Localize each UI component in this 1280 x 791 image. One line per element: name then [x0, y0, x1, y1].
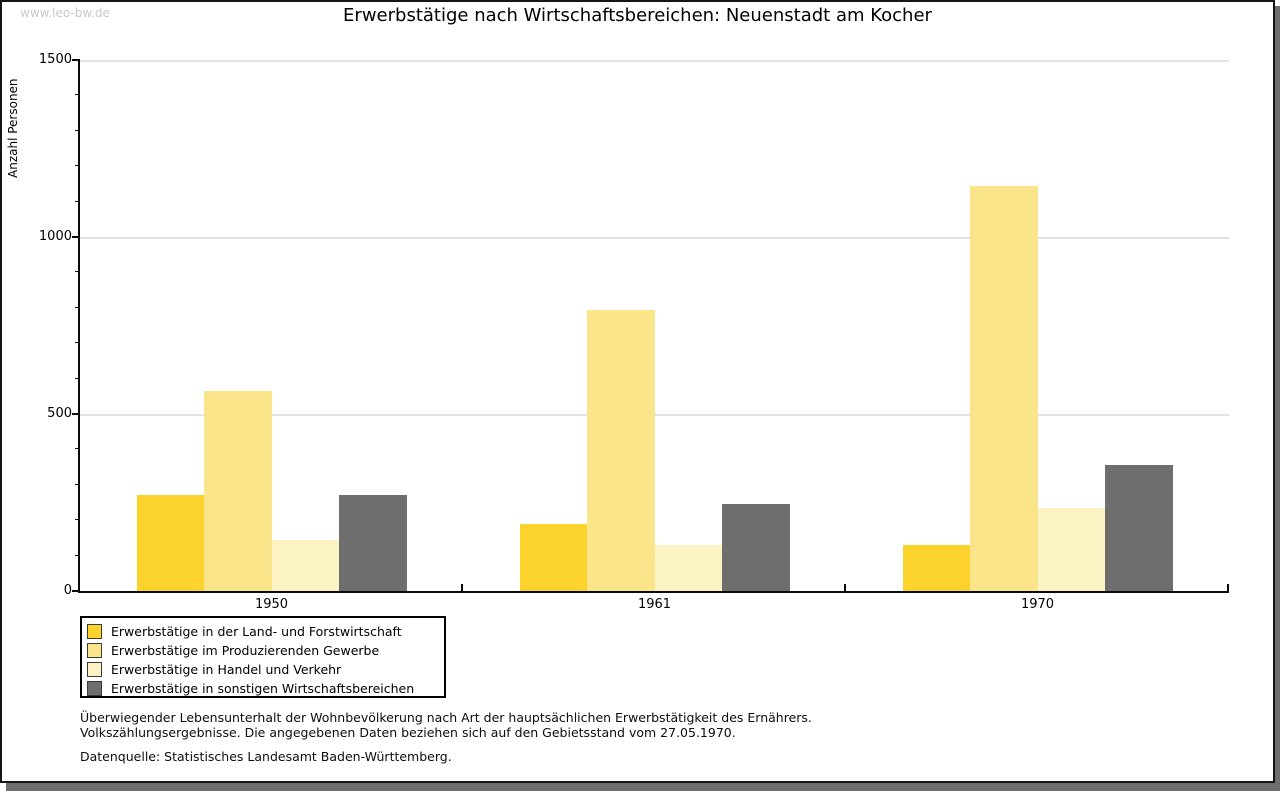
legend-swatch-4	[87, 681, 102, 696]
y-axis-title: Anzahl Personen	[6, 78, 20, 178]
y-minor-tick-400	[75, 448, 80, 450]
bar-1961-series-1	[519, 523, 587, 591]
y-minor-tick-100	[75, 554, 80, 556]
legend-label-3: Erwerbstätige in Handel und Verkehr	[111, 662, 342, 677]
legend-label-4: Erwerbstätige in sonstigen Wirtschaftsbe…	[111, 681, 415, 696]
y-minor-tick-1100	[75, 200, 80, 202]
footer-line-2: Volkszählungsergebnisse. Die angegebenen…	[80, 725, 736, 740]
frame-shadow-bottom	[6, 783, 1280, 791]
gridline-500	[80, 414, 1229, 416]
gridline-1500	[80, 60, 1229, 62]
y-minor-tick-1300	[75, 129, 80, 131]
bar-1970-series-3	[1037, 507, 1105, 591]
bar-1961-series-3	[654, 544, 722, 591]
legend-swatch-3	[87, 662, 102, 677]
legend-row-2: Erwerbstätige im Produzierenden Gewerbe	[87, 641, 444, 660]
bar-1950-series-3	[271, 539, 339, 591]
legend-row-1: Erwerbstätige in der Land- und Forstwirt…	[87, 622, 444, 641]
y-minor-tick-200	[75, 519, 80, 521]
bar-1970-series-2	[970, 185, 1038, 591]
bar-1950-series-2	[204, 391, 272, 591]
legend-swatch-2	[87, 643, 102, 658]
bar-1970-series-1	[902, 544, 970, 591]
bar-1961-series-4	[722, 504, 790, 591]
y-minor-tick-300	[75, 483, 80, 485]
x-tick-1970	[1227, 584, 1229, 591]
y-tick-label-1000: 1000	[38, 229, 72, 244]
plot-area: 0 500 1000 1500 1950 1961 1970	[39, 52, 1229, 612]
y-tick-label-0: 0	[63, 583, 72, 598]
legend-label-1: Erwerbstätige in der Land- und Forstwirt…	[111, 624, 402, 639]
watermark: www.leo-bw.de	[20, 6, 110, 20]
y-minor-tick-1200	[75, 165, 80, 167]
footer-source: Datenquelle: Statistisches Landesamt Bad…	[80, 749, 452, 764]
y-tick-label-500: 500	[47, 406, 72, 421]
y-tick-0	[72, 590, 80, 592]
y-minor-tick-700	[75, 342, 80, 344]
bar-1950-series-4	[339, 495, 407, 591]
x-tick-1950	[461, 584, 463, 591]
legend-swatch-1	[87, 624, 102, 639]
y-tick-1000	[72, 236, 80, 238]
legend-row-3: Erwerbstätige in Handel und Verkehr	[87, 660, 444, 679]
bar-1961-series-2	[587, 309, 655, 591]
y-tick-500	[72, 413, 80, 415]
frame-shadow-right	[1275, 6, 1280, 791]
chart-title: Erwerbstätige nach Wirtschaftsbereichen:…	[343, 5, 932, 26]
y-tick-label-1500: 1500	[38, 52, 72, 67]
y-tick-1500	[72, 59, 80, 61]
legend-items: Erwerbstätige in der Land- und Forstwirt…	[87, 622, 444, 698]
x-category-label-1950: 1950	[254, 597, 289, 612]
footer: Überwiegender Lebensunterhalt der Wohnbe…	[80, 710, 812, 764]
x-tick-1961	[844, 584, 846, 591]
legend-row-4: Erwerbstätige in sonstigen Wirtschaftsbe…	[87, 679, 444, 698]
y-minor-tick-1400	[75, 94, 80, 96]
legend-label-2: Erwerbstätige im Produzierenden Gewerbe	[111, 643, 380, 658]
footer-line-1: Überwiegender Lebensunterhalt der Wohnbe…	[80, 710, 812, 725]
y-minor-tick-900	[75, 271, 80, 273]
y-minor-tick-800	[75, 306, 80, 308]
bar-1950-series-1	[136, 495, 204, 591]
x-category-label-1961: 1961	[637, 597, 672, 612]
gridline-1000	[80, 237, 1229, 239]
bar-1970-series-4	[1105, 465, 1173, 591]
y-minor-tick-600	[75, 377, 80, 379]
x-category-label-1970: 1970	[1020, 597, 1055, 612]
legend-box: Erwerbstätige in der Land- und Forstwirt…	[80, 616, 446, 698]
